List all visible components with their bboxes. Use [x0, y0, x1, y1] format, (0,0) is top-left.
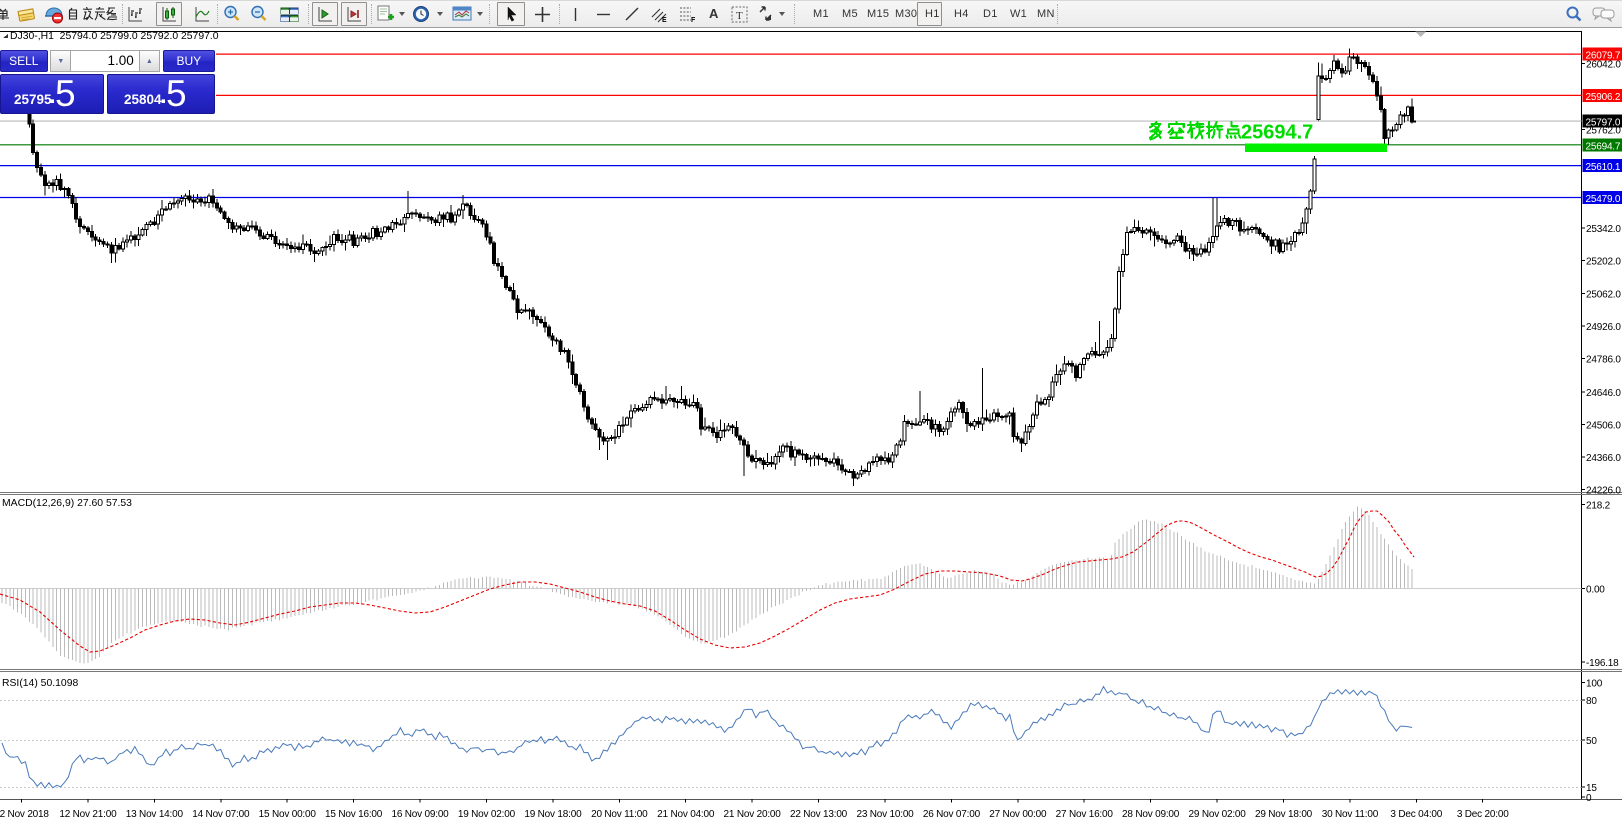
svg-text:12 Nov 21:00: 12 Nov 21:00 [59, 809, 117, 820]
svg-text:100: 100 [1586, 679, 1603, 690]
svg-text:24646.0: 24646.0 [1586, 388, 1621, 399]
svg-text:F: F [691, 17, 696, 23]
svg-text:29 Nov 18:00: 29 Nov 18:00 [1255, 809, 1313, 820]
svg-text:MACD(12,26,9) 27.60 57.53: MACD(12,26,9) 27.60 57.53 [2, 498, 132, 509]
svg-text:25906.2: 25906.2 [1586, 92, 1621, 103]
svg-text:29 Nov 02:00: 29 Nov 02:00 [1189, 809, 1247, 820]
svg-text:80: 80 [1586, 696, 1597, 707]
svg-text:25062.0: 25062.0 [1586, 289, 1621, 300]
svg-text:22 Nov 13:00: 22 Nov 13:00 [790, 809, 848, 820]
svg-text:218.2: 218.2 [1586, 501, 1611, 512]
svg-text:0: 0 [1586, 793, 1592, 804]
svg-text:24506.0: 24506.0 [1586, 420, 1621, 431]
svg-text:19 Nov 18:00: 19 Nov 18:00 [524, 809, 582, 820]
svg-text:24926.0: 24926.0 [1586, 322, 1621, 333]
svg-text:50: 50 [1586, 736, 1597, 747]
svg-text:25342.0: 25342.0 [1586, 224, 1621, 235]
svg-text:0.00: 0.00 [1586, 584, 1605, 595]
svg-text:21 Nov 04:00: 21 Nov 04:00 [657, 809, 715, 820]
svg-text:T: T [736, 10, 743, 22]
svg-text:30 Nov 11:00: 30 Nov 11:00 [1322, 809, 1379, 820]
svg-text:13 Nov 14:00: 13 Nov 14:00 [126, 809, 184, 820]
svg-text:DJ30-,H1 25794.0 25799.0 2579: DJ30-,H1 25794.0 25799.0 25792.0 25797.0 [10, 31, 219, 42]
svg-text:25479.0: 25479.0 [1586, 194, 1621, 205]
svg-text:28 Nov 09:00: 28 Nov 09:00 [1122, 809, 1180, 820]
svg-text:15 Nov 00:00: 15 Nov 00:00 [259, 809, 317, 820]
svg-text:-196.18: -196.18 [1586, 658, 1619, 669]
svg-text:14 Nov 07:00: 14 Nov 07:00 [192, 809, 250, 820]
svg-text:20 Nov 11:00: 20 Nov 11:00 [591, 809, 648, 820]
svg-text:19 Nov 02:00: 19 Nov 02:00 [458, 809, 516, 820]
svg-text:RSI(14) 50.1098: RSI(14) 50.1098 [2, 678, 78, 689]
svg-text:26 Nov 07:00: 26 Nov 07:00 [923, 809, 981, 820]
svg-text:21 Nov 20:00: 21 Nov 20:00 [724, 809, 782, 820]
svg-text:23 Nov 10:00: 23 Nov 10:00 [856, 809, 914, 820]
svg-text:27 Nov 16:00: 27 Nov 16:00 [1056, 809, 1114, 820]
svg-text:25202.0: 25202.0 [1586, 257, 1621, 268]
svg-text:24786.0: 24786.0 [1586, 355, 1621, 366]
svg-text:12 Nov 2018: 12 Nov 2018 [0, 809, 49, 820]
svg-text:27 Nov 00:00: 27 Nov 00:00 [989, 809, 1047, 820]
svg-text:3 Dec 20:00: 3 Dec 20:00 [1457, 809, 1509, 820]
svg-text:25610.1: 25610.1 [1586, 162, 1621, 173]
svg-text:24366.0: 24366.0 [1586, 453, 1621, 464]
svg-text:26079.7: 26079.7 [1586, 51, 1621, 62]
svg-text:24226.0: 24226.0 [1586, 486, 1621, 497]
svg-text:E: E [662, 17, 667, 23]
svg-text:25694.7: 25694.7 [1586, 141, 1621, 152]
svg-text:25694.7: 25694.7 [1241, 122, 1313, 144]
svg-text:25797.0: 25797.0 [1586, 118, 1621, 129]
svg-text:16 Nov 09:00: 16 Nov 09:00 [391, 809, 449, 820]
svg-text:3 Dec 04:00: 3 Dec 04:00 [1390, 809, 1442, 820]
svg-text:15 Nov 16:00: 15 Nov 16:00 [325, 809, 383, 820]
